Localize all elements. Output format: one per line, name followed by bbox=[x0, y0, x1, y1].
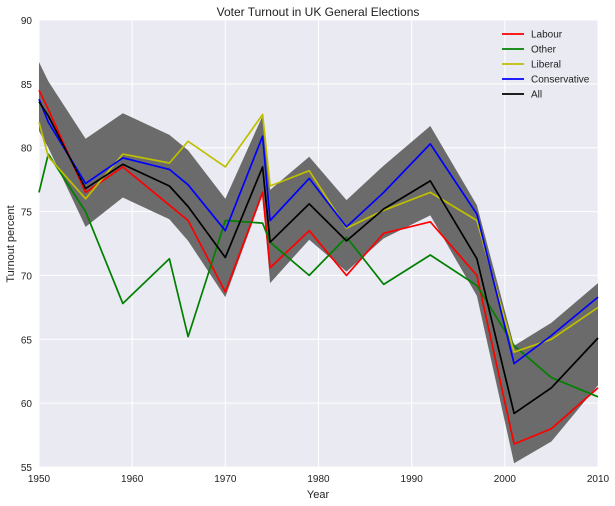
x-tick-label: 2010 bbox=[587, 474, 610, 485]
x-tick-label: 2000 bbox=[494, 474, 517, 485]
x-tick-label: 1990 bbox=[401, 474, 424, 485]
turnout-range-band bbox=[39, 62, 598, 464]
y-tick-label: 70 bbox=[21, 271, 33, 282]
x-tick-label: 1980 bbox=[307, 474, 330, 485]
legend-label-labour: Labour bbox=[531, 30, 563, 41]
legend-label-other: Other bbox=[531, 45, 557, 56]
series-line-all bbox=[38, 101, 599, 415]
x-axis-label: Year bbox=[307, 489, 330, 501]
legend-label-liberal: Liberal bbox=[531, 60, 561, 71]
y-tick-label: 55 bbox=[21, 463, 33, 474]
series-lines bbox=[38, 89, 599, 445]
y-tick-label: 85 bbox=[21, 80, 33, 91]
y-axis-label: Turnout percent bbox=[5, 205, 17, 282]
x-tick-label: 1960 bbox=[121, 474, 144, 485]
legend-label-conservative: Conservative bbox=[531, 75, 590, 86]
y-tick-label: 80 bbox=[21, 144, 33, 155]
y-axis-ticks: 55 60 65 70 75 80 85 90 bbox=[21, 16, 33, 474]
y-tick-label: 60 bbox=[21, 399, 33, 410]
series-line-labour bbox=[38, 89, 599, 445]
x-axis-ticks: 1950 1960 1970 1980 1990 2000 2010 bbox=[28, 474, 610, 485]
x-tick-label: 1970 bbox=[214, 474, 237, 485]
y-tick-label: 65 bbox=[21, 335, 33, 346]
series-line-conservative bbox=[38, 98, 599, 365]
chart-title: Voter Turnout in UK General Elections bbox=[217, 5, 420, 19]
y-tick-label: 75 bbox=[21, 208, 33, 219]
legend: Labour Other Liberal Conservative All bbox=[502, 30, 590, 101]
y-tick-label: 90 bbox=[21, 16, 33, 27]
legend-label-all: All bbox=[531, 90, 542, 101]
x-tick-label: 1950 bbox=[28, 474, 51, 485]
